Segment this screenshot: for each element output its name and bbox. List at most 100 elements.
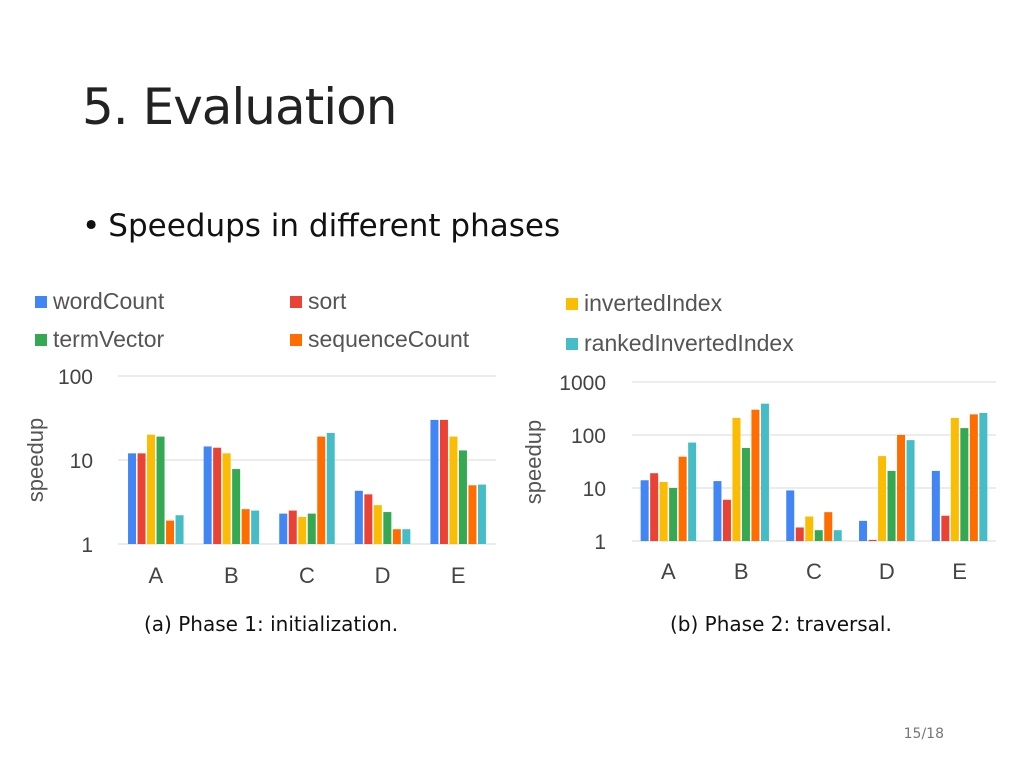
legend-label-rankedinvertedindex: rankedInvertedIndex	[584, 330, 794, 356]
bullet-item: • Speedups in different phases	[82, 208, 560, 244]
bar-wordCount-B	[203, 446, 212, 544]
legend-item-wordcount: wordCount	[35, 288, 164, 315]
legend-label-sequencecount: sequenceCount	[308, 326, 470, 352]
bar-sort-A	[650, 473, 659, 541]
legend-swatch-wordcount	[35, 295, 47, 308]
slide-title: 5. Evaluation	[82, 78, 397, 136]
bar-sequenceCount-C	[824, 512, 833, 541]
x-tick-label: D	[879, 559, 895, 584]
legend-item-sort: sort	[290, 288, 346, 315]
bar-wordCount-D	[859, 520, 868, 541]
bar-rankedInvertedIndex-A	[175, 515, 184, 544]
x-tick-label: B	[734, 559, 749, 584]
legend-label-sort: sort	[308, 288, 347, 314]
bar-invertedIndex-A	[659, 481, 668, 541]
bar-wordCount-D	[354, 490, 363, 544]
bar-rankedInvertedIndex-C	[833, 530, 842, 541]
bar-sequenceCount-C	[317, 436, 326, 544]
bar-invertedIndex-E	[449, 436, 458, 544]
y-tick-label: 10	[583, 478, 606, 501]
bar-sort-B	[722, 499, 731, 541]
legend-swatch-invertedindex	[566, 297, 578, 310]
y-tick-label: 100	[58, 366, 93, 389]
chart-phase2: 1 10 100 1000 speedup A B C D E	[521, 372, 996, 584]
caption-phase1: (a) Phase 1: initialization.	[144, 612, 399, 636]
bar-sort-C	[288, 510, 297, 544]
legend-item-rankedinvertedindex: rankedInvertedIndex	[566, 330, 794, 357]
bar-wordCount-A	[640, 480, 649, 541]
bar-sort-E	[941, 515, 950, 541]
x-tick-label: D	[375, 563, 391, 588]
bullet-marker: •	[82, 208, 101, 244]
bar-wordCount-C	[279, 513, 288, 544]
chart-phase1: 1 10 100 speedup A B C D E	[23, 366, 496, 588]
y-tick-label: 10	[70, 450, 93, 473]
bar-termVector-C	[307, 513, 316, 544]
bar-invertedIndex-A	[147, 434, 156, 544]
x-tick-label: A	[661, 559, 676, 584]
x-tick-label: E	[451, 563, 466, 588]
legend-item-invertedindex: invertedIndex	[566, 290, 722, 317]
bar-sequenceCount-D	[897, 435, 906, 541]
bar-wordCount-C	[786, 490, 795, 541]
legend-item-sequencecount: sequenceCount	[290, 326, 469, 353]
legend-swatch-sequencecount	[290, 333, 302, 346]
x-tick-label: B	[224, 563, 239, 588]
bar-sequenceCount-D	[392, 529, 401, 544]
x-tick-label: E	[952, 559, 967, 584]
legend-item-termvector: termVector	[35, 326, 164, 353]
x-tick-label: C	[299, 563, 315, 588]
bar-sequenceCount-A	[166, 520, 175, 544]
bar-wordCount-A	[128, 453, 137, 544]
bar-termVector-B	[232, 469, 241, 544]
legend-label-wordcount: wordCount	[53, 288, 165, 314]
bar-termVector-D	[383, 512, 392, 544]
bar-termVector-A	[669, 488, 678, 541]
bar-rankedInvertedIndex-A	[688, 442, 697, 541]
x-tick-label: C	[806, 559, 822, 584]
bar-sequenceCount-E	[969, 414, 978, 541]
bar-sequenceCount-E	[468, 485, 477, 544]
bar-invertedIndex-D	[878, 456, 887, 541]
bar-wordCount-E	[430, 419, 439, 544]
legend-swatch-rankedinvertedindex	[566, 337, 578, 350]
legend-swatch-sort	[290, 295, 302, 308]
caption-phase2: (b) Phase 2: traversal.	[670, 612, 892, 636]
bar-rankedInvertedIndex-B	[760, 403, 769, 541]
bar-termVector-C	[814, 530, 823, 541]
bar-sequenceCount-A	[678, 456, 687, 541]
bar-rankedInvertedIndex-E	[979, 413, 988, 541]
bar-rankedInvertedIndex-C	[326, 432, 335, 544]
bar-rankedInvertedIndex-D	[402, 529, 411, 544]
bar-wordCount-B	[713, 481, 722, 541]
legend-label-termvector: termVector	[53, 326, 165, 352]
y-axis-label: speedup	[521, 420, 546, 504]
bar-sort-D	[364, 494, 373, 544]
bar-invertedIndex-B	[732, 417, 741, 541]
bar-invertedIndex-D	[373, 505, 382, 544]
bar-sequenceCount-B	[241, 509, 250, 544]
bar-wordCount-E	[931, 470, 940, 541]
page-number: 15/18	[903, 726, 944, 742]
bar-rankedInvertedIndex-B	[251, 510, 260, 544]
bar-sort-C	[795, 527, 804, 541]
y-tick-label: 100	[571, 425, 606, 448]
bar-sequenceCount-B	[751, 409, 760, 541]
bar-invertedIndex-E	[950, 417, 959, 541]
y-tick-label: 1	[81, 534, 93, 557]
legend-label-invertedindex: invertedIndex	[584, 290, 723, 316]
bar-termVector-B	[741, 447, 750, 541]
legend-swatch-termvector	[35, 333, 47, 346]
bullet-text: Speedups in different phases	[108, 208, 561, 244]
x-tick-label: A	[148, 563, 163, 588]
bar-termVector-E	[458, 450, 467, 544]
bar-invertedIndex-C	[805, 516, 814, 541]
bar-rankedInvertedIndex-E	[477, 484, 486, 544]
bar-sort-B	[213, 447, 222, 544]
bar-invertedIndex-B	[222, 453, 231, 544]
bar-sort-A	[137, 453, 146, 544]
y-tick-label: 1000	[559, 372, 606, 395]
bar-rankedInvertedIndex-D	[906, 440, 915, 541]
bar-sort-D	[868, 539, 877, 541]
